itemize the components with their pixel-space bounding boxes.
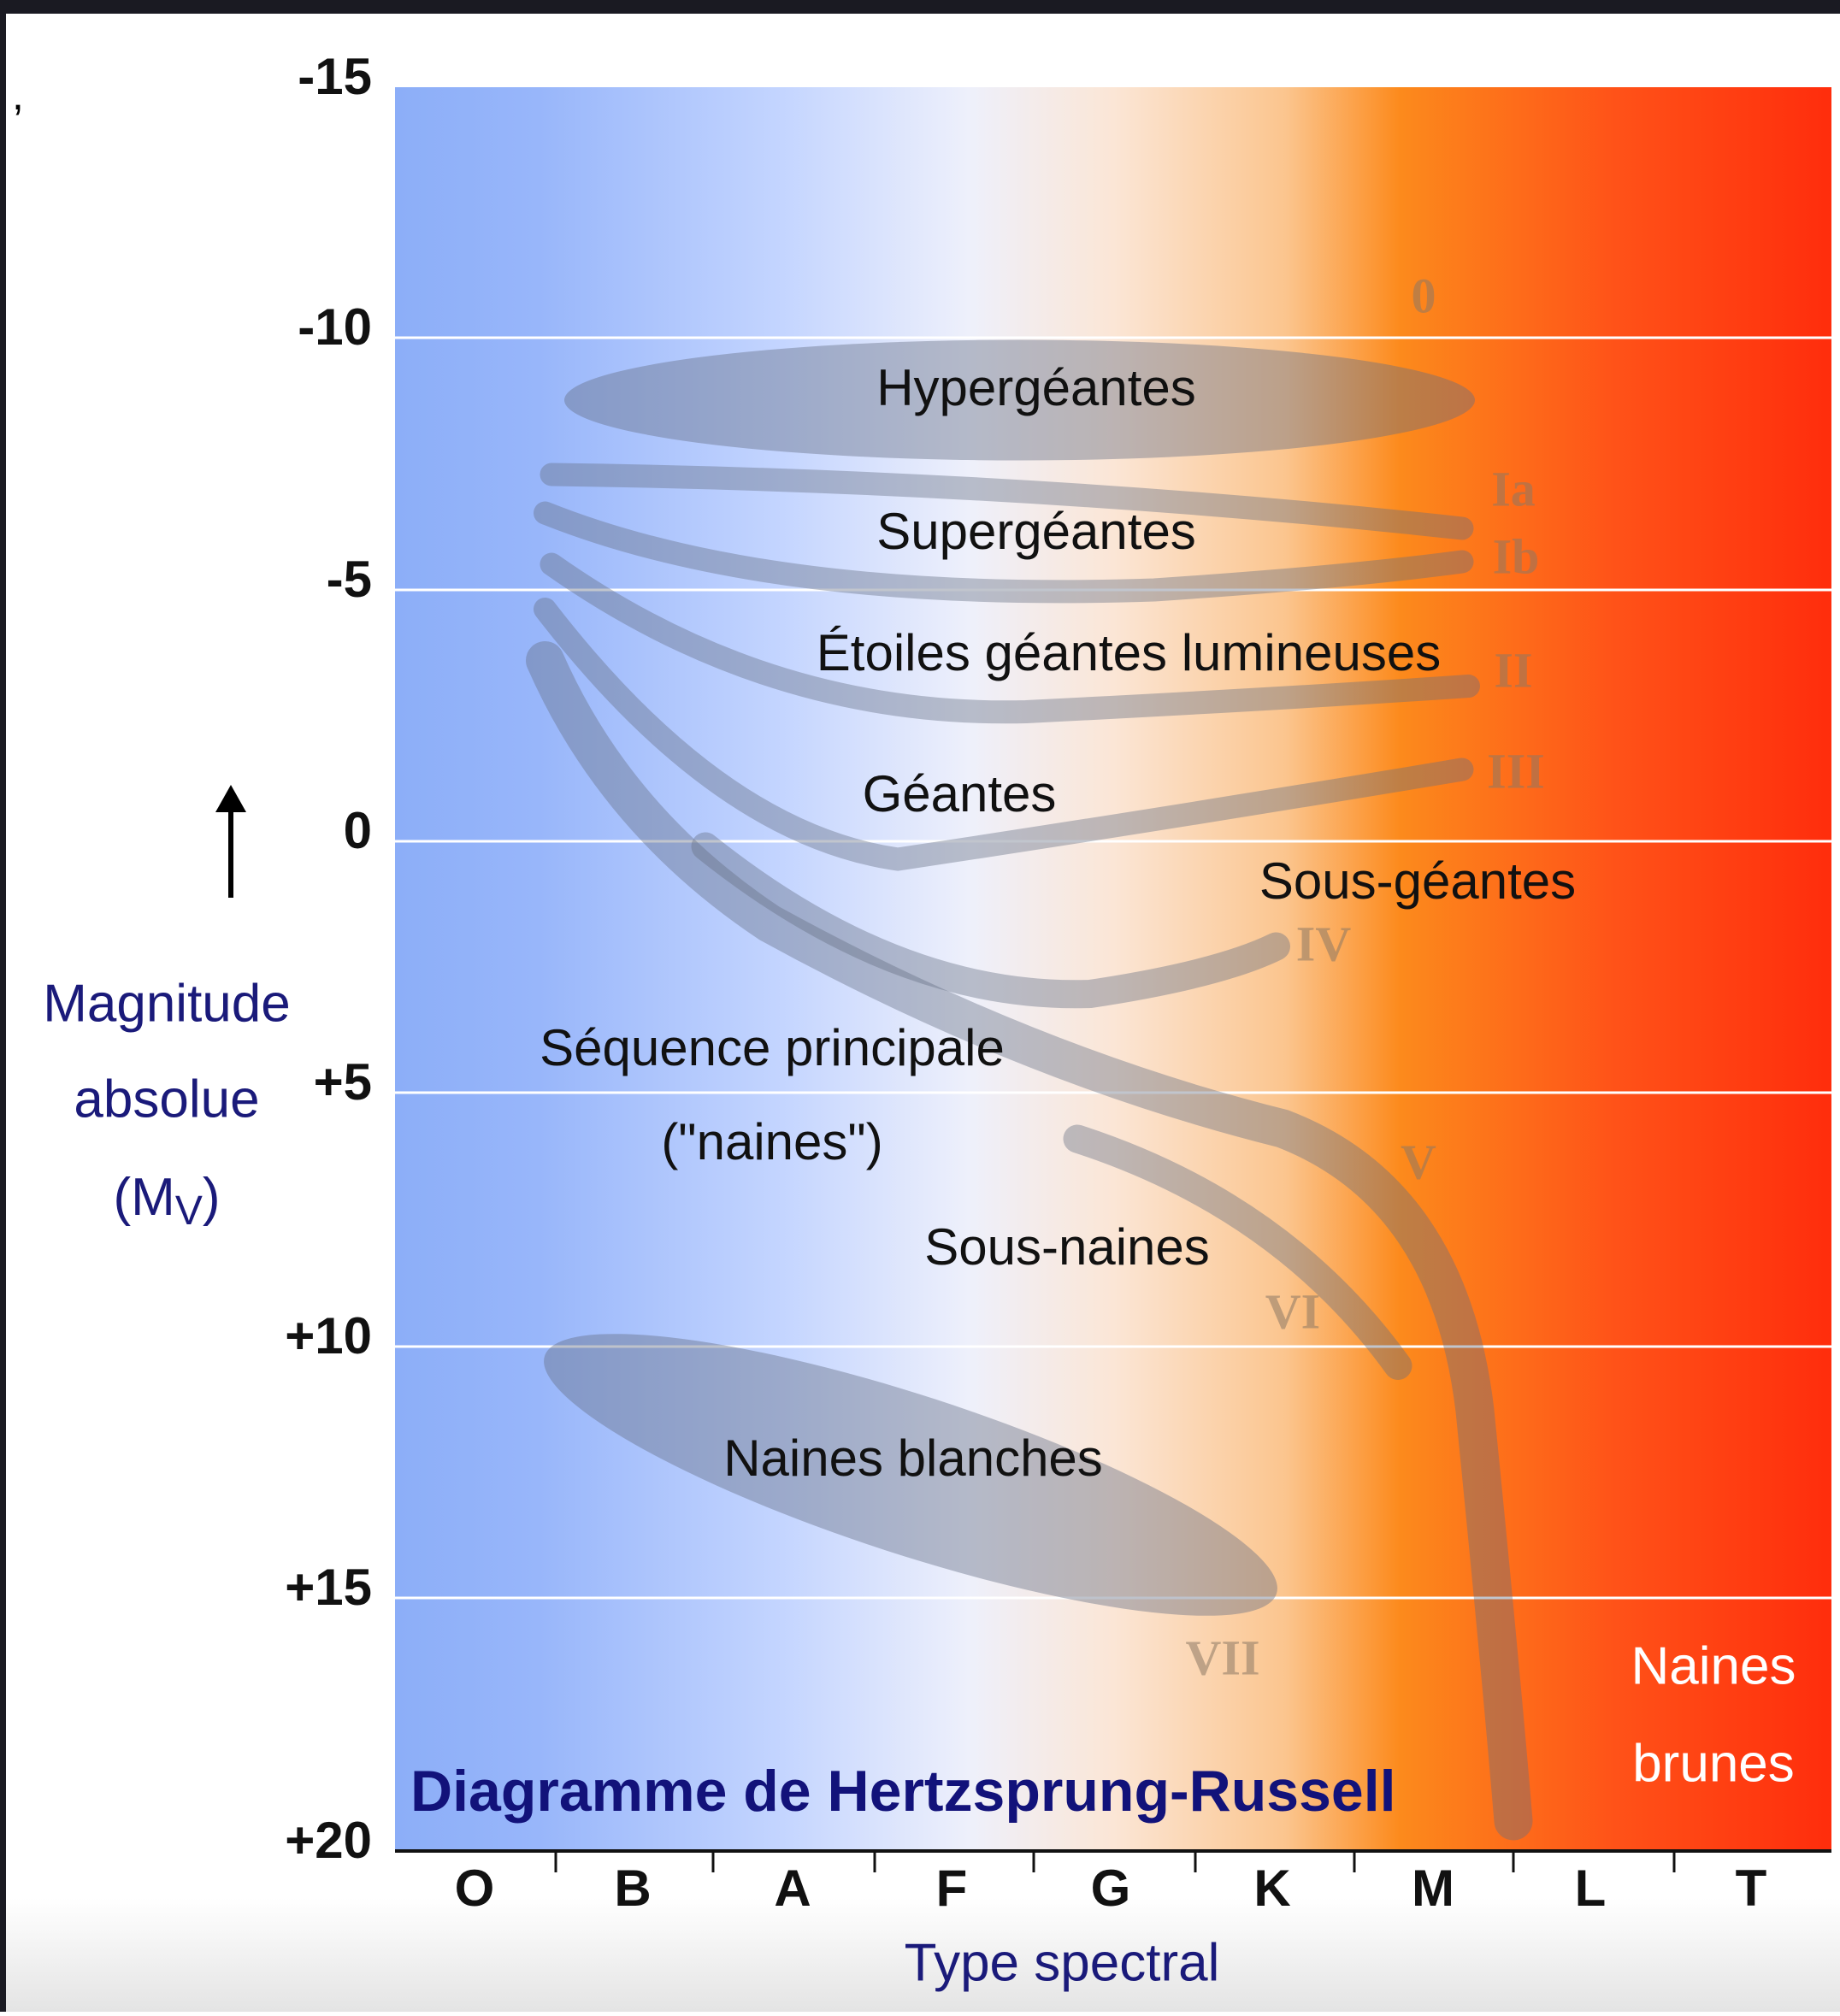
y-axis-symbol: (MV) [114,1168,221,1233]
arrow-head [215,785,246,812]
symbol-part: (M [114,1168,175,1227]
title: Diagramme de Hertzsprung-Russell [410,1759,1396,1824]
x-tick-label: O [455,1860,495,1917]
y-tick-label: -5 [327,551,372,608]
x-tick-label: A [774,1860,811,1917]
y-tick-label: 0 [344,802,372,859]
region-label: Séquence principale [540,1019,1005,1076]
luminosity-class: II [1494,642,1532,698]
x-tick-label: G [1091,1860,1131,1917]
region-label: Sous-naines [924,1218,1210,1276]
region-label: Sous-géantes [1259,852,1576,910]
region-label: ("naines") [661,1113,882,1170]
y-tick-label: +10 [285,1307,372,1365]
region-label: Étoiles géantes lumineuses [817,624,1441,681]
stray-mark: , [12,71,24,119]
luminosity-class: V [1401,1134,1436,1189]
region-label: Hypergéantes [876,359,1196,416]
y-tick-label: -10 [298,298,372,356]
brown-dwarfs-label: brunes [1632,1734,1795,1793]
x-tick-label: F [936,1860,968,1917]
symbol-subscript: V [175,1188,203,1234]
x-axis-label: Type spectral [905,1933,1220,1992]
y-axis-label: absolue [74,1070,259,1129]
x-tick-label: T [1736,1860,1767,1917]
top-frame [0,0,1840,14]
diagram: , -15 -10 -5 0 +5 +10 +15 +20 O B A F G K M L T Hypergéan… [0,0,1840,2012]
luminosity-class: VI [1265,1283,1320,1339]
y-tick-label: +15 [285,1559,372,1616]
y-tick-label: -15 [298,48,372,105]
luminosity-class: Ia [1491,461,1536,516]
x-tick-label: M [1412,1860,1454,1917]
x-tick-label: B [614,1860,651,1917]
luminosity-class: VII [1185,1630,1259,1685]
symbol-part: ) [203,1168,221,1227]
region-label: Géantes [863,765,1057,822]
luminosity-class: IV [1296,916,1352,971]
luminosity-class: Ib [1493,528,1540,584]
region-label: Naines blanches [723,1429,1103,1487]
y-tick-label: +20 [285,1812,372,1869]
luminosity-class: III [1487,743,1545,799]
x-tick-label: K [1253,1860,1290,1917]
left-frame [0,0,6,2012]
y-tick-label: +5 [314,1053,372,1111]
luminosity-class: 0 [1412,268,1436,323]
y-axis-label: Magnitude [43,974,291,1033]
x-tick-label: L [1575,1860,1607,1917]
region-label: Supergéantes [876,503,1196,560]
brown-dwarfs-label: Naines [1631,1636,1796,1695]
